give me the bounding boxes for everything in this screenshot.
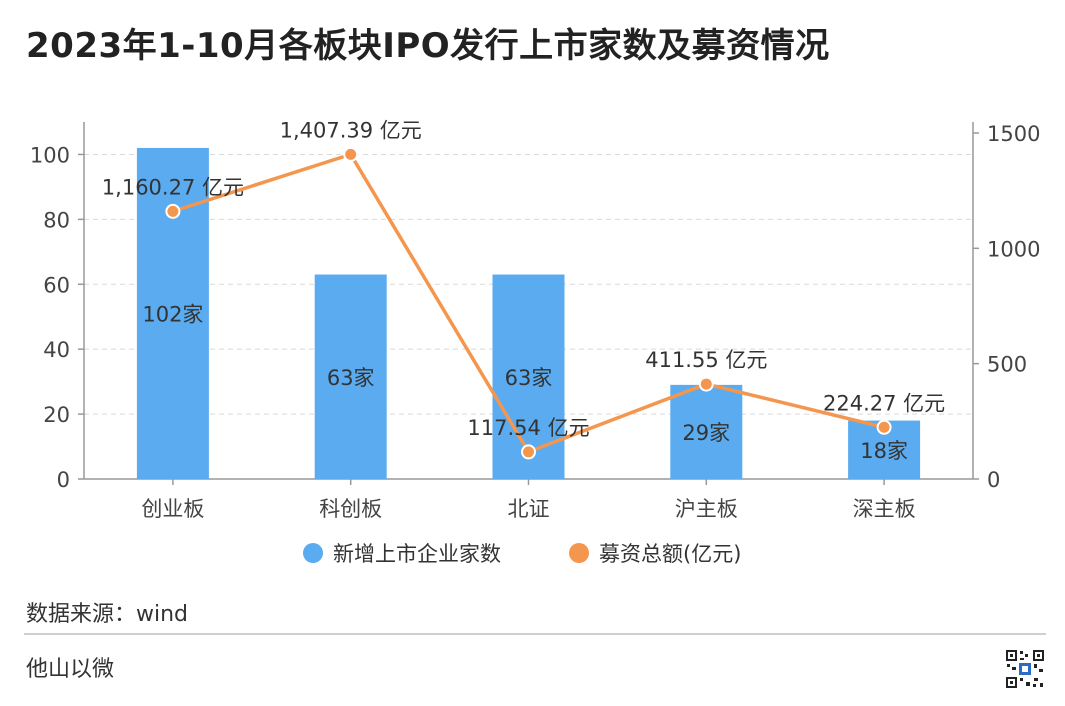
line-value-label: 117.54 亿元 xyxy=(467,416,589,440)
legend-label-bars: 新增上市企业家数 xyxy=(333,542,501,566)
line-point xyxy=(165,203,181,219)
bar xyxy=(670,384,743,479)
bar-value-label: 29家 xyxy=(682,421,730,445)
legend-label-line: 募资总额(亿元) xyxy=(599,542,741,566)
y-left-tick-label: 20 xyxy=(43,403,70,427)
legend-marker-bars xyxy=(303,543,323,563)
bar-value-label: 63家 xyxy=(505,366,553,390)
x-tick-label: 沪主板 xyxy=(675,497,738,521)
y-right-tick-label: 1500 xyxy=(987,122,1040,146)
chart-title: 2023年1-10月各板块IPO发行上市家数及募资情况 xyxy=(26,26,830,66)
bar xyxy=(314,274,387,479)
line-value-label: 1,407.39 亿元 xyxy=(280,118,422,142)
y-left-tick-label: 100 xyxy=(30,143,70,167)
footer-divider xyxy=(24,633,1046,635)
y-left-tick-label: 60 xyxy=(43,273,70,297)
y-left-tick-label: 80 xyxy=(43,208,70,232)
data-source: 数据来源：wind xyxy=(26,602,189,627)
x-tick-label: 深主板 xyxy=(853,497,916,521)
bar-value-label: 63家 xyxy=(327,366,375,390)
line-value-label: 224.27 亿元 xyxy=(823,391,945,415)
qr-code-icon xyxy=(1005,649,1045,689)
y-right-tick-label: 500 xyxy=(987,353,1027,377)
line-point xyxy=(876,419,892,435)
bar-value-label: 18家 xyxy=(860,439,908,463)
brand-name: 他山以微 xyxy=(26,657,115,682)
y-left-tick-label: 0 xyxy=(57,468,70,492)
x-tick-label: 科创板 xyxy=(319,497,382,521)
line-value-label: 1,160.27 亿元 xyxy=(102,175,244,199)
legend-marker-line xyxy=(569,543,589,563)
y-right-tick-label: 0 xyxy=(987,468,1000,492)
line-point xyxy=(521,444,536,460)
bar-value-label: 102家 xyxy=(142,302,203,326)
x-tick-label: 北证 xyxy=(508,497,550,521)
line-value-label: 411.55 亿元 xyxy=(645,348,767,372)
line-point xyxy=(698,376,714,392)
y-left-tick-label: 40 xyxy=(43,338,70,362)
y-right-tick-label: 1000 xyxy=(987,237,1040,261)
x-tick-label: 创业板 xyxy=(141,497,204,521)
line-point xyxy=(343,146,359,162)
